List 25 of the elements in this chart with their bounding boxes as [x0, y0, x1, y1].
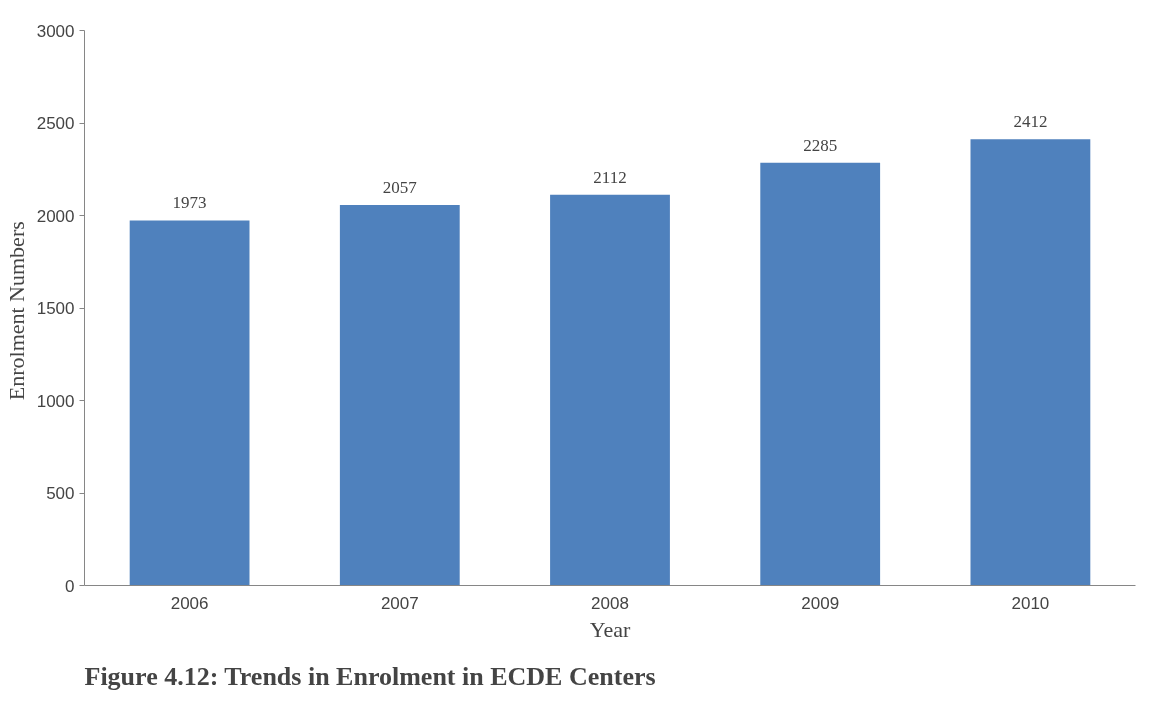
- y-axis-title: Enrolment Numbers: [3, 221, 29, 401]
- bar: [129, 220, 250, 586]
- bar: [339, 204, 460, 586]
- data-label: 2057: [382, 177, 418, 197]
- text: Figure 4.12: Trends in Enrolment in ECDE Centers: [84, 661, 656, 691]
- y-tick-label: 0: [65, 576, 75, 596]
- x-axis-title: Year: [589, 616, 631, 642]
- x-tick-label: 2010: [1011, 593, 1050, 613]
- bar: [970, 139, 1091, 586]
- data-label: 1973: [172, 193, 207, 213]
- bar: [550, 194, 670, 586]
- y-tick-label: 1500: [36, 299, 75, 318]
- y-tick-label: 2000: [36, 206, 75, 226]
- y-tick-label: 2500: [36, 114, 75, 133]
- x-tick-label: 2007: [380, 593, 419, 613]
- y-tick-label: 500: [46, 484, 75, 503]
- x-tick-label: 2006: [170, 593, 209, 613]
- data-label: 2412: [1013, 112, 1048, 132]
- bar: [760, 162, 881, 586]
- data-label: 2112: [593, 167, 627, 187]
- x-tick-label: 2009: [801, 593, 840, 613]
- y-tick-label: 1000: [36, 391, 75, 411]
- x-tick-label: 2008: [591, 593, 629, 613]
- y-tick-label: 3000: [36, 21, 75, 41]
- data-label: 2285: [803, 135, 838, 155]
